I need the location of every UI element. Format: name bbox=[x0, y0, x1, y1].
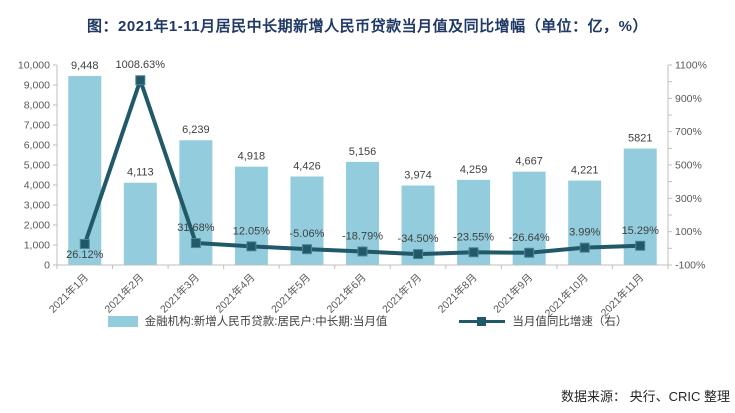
left-axis-tick-label: 4,000 bbox=[24, 180, 50, 192]
line-point-label: -5.06% bbox=[290, 228, 325, 240]
line-marker bbox=[579, 242, 590, 253]
x-axis-category-label: 2021年3月 bbox=[157, 271, 202, 316]
line-series-swatch bbox=[459, 316, 506, 326]
left-axis-tick-label: 5,000 bbox=[24, 160, 50, 172]
bar-series-swatch bbox=[107, 315, 138, 327]
line-point-label: 3.99% bbox=[569, 227, 600, 239]
right-axis-tick-label: 700% bbox=[675, 126, 702, 138]
line-marker bbox=[135, 75, 146, 86]
bar-value-label: 9,448 bbox=[71, 60, 99, 72]
line-marker bbox=[190, 238, 201, 249]
bar-series-label: 金融机构:新增人民币贷款:居民户:中长期:当月值 bbox=[144, 316, 388, 328]
x-axis-category-label: 2021年11月 bbox=[598, 271, 646, 319]
x-axis-category-label: 2021年8月 bbox=[435, 271, 480, 316]
bar-value-label: 4,918 bbox=[238, 151, 266, 163]
line-marker bbox=[79, 238, 90, 249]
left-axis-tick-label: 3,000 bbox=[24, 200, 50, 212]
line-point-label: -34.50% bbox=[398, 233, 439, 245]
line-point-label: 12.05% bbox=[233, 225, 271, 237]
line-marker bbox=[413, 249, 424, 260]
data-source: 数据来源： 央行、CRIC 整理 bbox=[560, 389, 730, 404]
line-series-label: 当月值同比增速（右） bbox=[512, 316, 628, 328]
bar-value-label: 5,156 bbox=[349, 146, 377, 158]
legend-item-bar: 金融机构:新增人民币贷款:居民户:中长期:当月值 bbox=[107, 313, 388, 329]
line-marker bbox=[301, 244, 312, 255]
right-axis-tick-label: 100% bbox=[675, 226, 702, 238]
bar-value-label: 4,259 bbox=[460, 164, 488, 176]
left-axis-tick-label: 10,000 bbox=[18, 60, 50, 72]
right-axis-tick-label: 300% bbox=[675, 193, 702, 205]
bar bbox=[68, 76, 102, 265]
bar-value-label: 4,667 bbox=[515, 156, 543, 168]
right-axis-tick-label: 1100% bbox=[675, 60, 707, 72]
x-axis-category-label: 2021年1月 bbox=[46, 271, 91, 316]
right-axis-tick-label: 900% bbox=[675, 93, 702, 105]
line-point-label: 15.29% bbox=[622, 225, 660, 237]
left-axis-tick-label: 0 bbox=[44, 260, 50, 272]
line-marker bbox=[468, 247, 479, 258]
x-axis-category-label: 2021年5月 bbox=[268, 271, 313, 316]
line-point-label: -26.64% bbox=[509, 232, 550, 244]
bar-value-label: 4,426 bbox=[293, 160, 321, 172]
bar-value-label: 4,113 bbox=[127, 167, 154, 179]
bar-value-label: 3,974 bbox=[404, 170, 432, 182]
left-axis-tick-label: 7,000 bbox=[24, 120, 50, 132]
line-marker bbox=[635, 240, 646, 251]
right-axis-tick-label: -100% bbox=[675, 260, 705, 272]
left-axis-tick-label: 1,000 bbox=[24, 240, 50, 252]
bar-value-label: 4,221 bbox=[571, 165, 599, 177]
x-axis-category-label: 2021年6月 bbox=[324, 271, 369, 316]
bar bbox=[123, 182, 157, 265]
bar-value-label: 6,239 bbox=[182, 124, 210, 136]
left-axis-tick-label: 2,000 bbox=[24, 220, 50, 232]
left-axis-tick-label: 9,000 bbox=[24, 80, 50, 92]
left-axis-tick-label: 6,000 bbox=[24, 140, 50, 152]
line-marker bbox=[524, 247, 535, 258]
legend: 金融机构:新增人民币贷款:居民户:中长期:当月值 当月值同比增速（右） bbox=[0, 313, 735, 329]
left-axis-tick-label: 8,000 bbox=[24, 100, 50, 112]
line-point-label: 1008.63% bbox=[116, 59, 166, 71]
chart-title: 图：2021年1-11月居民中长期新增人民币贷款当月值及同比增幅（单位：亿，%） bbox=[87, 18, 648, 35]
line-marker bbox=[357, 246, 368, 257]
line-marker bbox=[246, 241, 257, 252]
line-point-label: 31.68% bbox=[177, 222, 215, 234]
line-point-label: -18.79% bbox=[342, 230, 383, 242]
right-axis-tick-label: 500% bbox=[675, 160, 702, 172]
x-axis-category-label: 2021年9月 bbox=[491, 271, 536, 316]
x-axis-category-label: 2021年2月 bbox=[102, 271, 147, 316]
legend-item-line: 当月值同比增速（右） bbox=[459, 313, 627, 329]
line-point-label: 26.12% bbox=[66, 249, 104, 261]
bar-value-label: 5821 bbox=[628, 133, 652, 145]
line-swatch-marker-icon bbox=[477, 316, 487, 326]
x-axis-category-label: 2021年4月 bbox=[213, 271, 258, 316]
x-axis-category-label: 2021年7月 bbox=[379, 271, 424, 316]
line-point-label: -23.55% bbox=[453, 231, 494, 243]
